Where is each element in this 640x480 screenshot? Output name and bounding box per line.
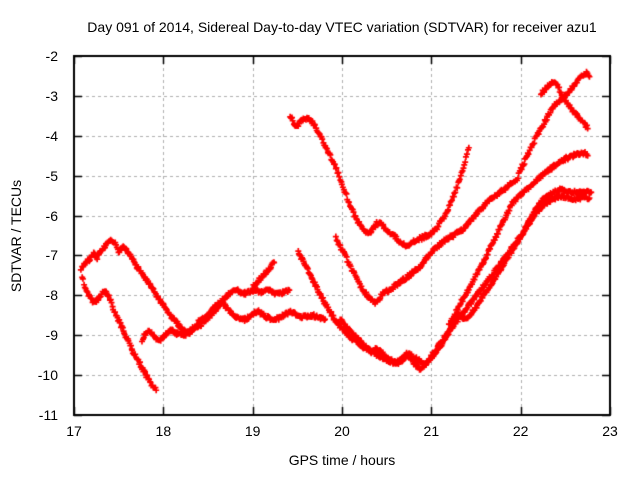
x-tick-label: 19 [244, 423, 261, 439]
y-tick-label: -9 [45, 327, 58, 344]
y-tick-label: -5 [45, 167, 58, 184]
x-tick-label: 18 [155, 423, 172, 439]
x-tick-label: 23 [602, 423, 618, 439]
y-axis-label: SDTVAR / TECUs [8, 179, 24, 293]
x-tick-label: 20 [334, 423, 350, 439]
y-tick-label: -2 [45, 48, 58, 64]
y-tick-label: -10 [37, 367, 58, 384]
y-tick-label: -4 [45, 127, 58, 144]
chart-title: Day 091 of 2014, Sidereal Day-to-day VTE… [87, 19, 597, 35]
x-tick-label: 21 [423, 423, 440, 439]
x-tick-label: 17 [66, 423, 82, 439]
y-tick-label: -7 [45, 247, 58, 264]
x-axis-label: GPS time / hours [288, 452, 396, 468]
y-tick-label: -11 [38, 407, 58, 423]
y-tick-label: -8 [45, 287, 58, 304]
y-tick-label: -6 [45, 207, 58, 224]
x-tick-label: 22 [512, 423, 529, 439]
y-tick-label: -3 [45, 87, 58, 104]
